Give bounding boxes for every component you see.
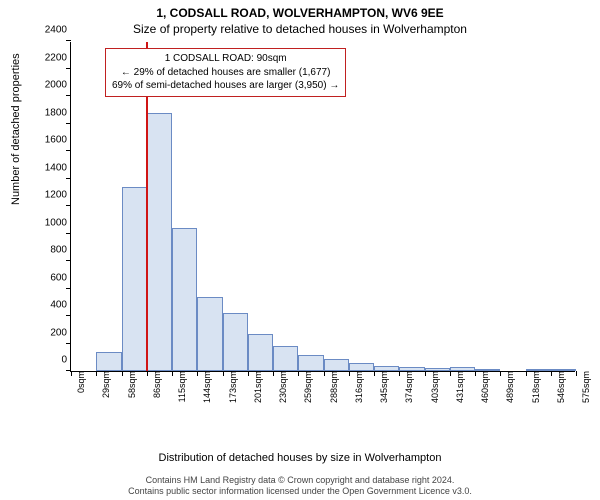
x-tick-mark <box>324 371 325 376</box>
x-tick-mark <box>551 371 552 376</box>
y-tick-mark <box>66 233 71 234</box>
x-tick-mark <box>197 371 198 376</box>
x-tick-label: 0sqm <box>74 371 86 393</box>
x-tick-mark <box>349 371 350 376</box>
chart-title-main: 1, CODSALL ROAD, WOLVERHAMPTON, WV6 9EE <box>0 0 600 20</box>
y-tick-label: 800 <box>29 245 71 256</box>
histogram-bar <box>147 113 172 372</box>
x-tick-mark <box>576 371 577 376</box>
x-tick-label: 230sqm <box>276 371 288 403</box>
x-tick-label: 431sqm <box>453 371 465 403</box>
footer-line: Contains HM Land Registry data © Crown c… <box>0 475 600 487</box>
y-tick-mark <box>66 205 71 206</box>
x-tick-label: 316sqm <box>352 371 364 403</box>
y-axis-label: Number of detached properties <box>10 53 22 205</box>
x-tick-label: 115sqm <box>175 371 187 402</box>
y-tick-mark <box>66 150 71 151</box>
histogram-bar <box>122 187 147 371</box>
x-tick-label: 288sqm <box>327 371 339 403</box>
y-tick-mark <box>66 40 71 41</box>
x-tick-label: 29sqm <box>99 371 111 398</box>
histogram-bar <box>551 369 576 371</box>
y-tick-mark <box>66 123 71 124</box>
x-tick-mark <box>223 371 224 376</box>
footer-line: Contains public sector information licen… <box>0 486 600 498</box>
x-tick-label: 173sqm <box>226 371 238 403</box>
histogram-bar <box>298 355 323 372</box>
plot-area: 0200400600800100012001400160018002000220… <box>70 42 575 372</box>
x-tick-mark <box>526 371 527 376</box>
histogram-bar <box>450 367 475 371</box>
x-tick-mark <box>374 371 375 376</box>
y-tick-label: 0 <box>29 355 71 366</box>
annotation-line: 1 CODSALL ROAD: 90sqm <box>112 52 339 66</box>
annotation-box: 1 CODSALL ROAD: 90sqm ← 29% of detached … <box>105 48 346 97</box>
x-tick-label: 259sqm <box>301 371 313 403</box>
y-tick-label: 400 <box>29 300 71 311</box>
chart-title-sub: Size of property relative to detached ho… <box>0 20 600 36</box>
annotation-line: 69% of semi-detached houses are larger (… <box>112 79 339 93</box>
histogram-bar <box>349 363 374 371</box>
histogram-bar <box>223 313 248 371</box>
x-tick-label: 518sqm <box>529 371 541 403</box>
y-tick-label: 1800 <box>29 107 71 118</box>
x-tick-label: 201sqm <box>251 371 263 403</box>
y-tick-mark <box>66 68 71 69</box>
x-tick-mark <box>273 371 274 376</box>
y-tick-mark <box>66 288 71 289</box>
y-tick-label: 2200 <box>29 52 71 63</box>
y-tick-label: 2400 <box>29 25 71 36</box>
y-tick-label: 1400 <box>29 162 71 173</box>
histogram-bar <box>96 352 121 371</box>
histogram-bar <box>248 334 273 371</box>
x-tick-mark <box>147 371 148 376</box>
histogram-bar <box>374 366 399 372</box>
x-tick-mark <box>450 371 451 376</box>
x-tick-mark <box>500 371 501 376</box>
x-tick-label: 460sqm <box>478 371 490 403</box>
x-tick-label: 144sqm <box>200 371 212 403</box>
x-tick-mark <box>298 371 299 376</box>
x-tick-label: 374sqm <box>402 371 414 403</box>
x-tick-mark <box>96 371 97 376</box>
y-tick-label: 1000 <box>29 217 71 228</box>
x-tick-mark <box>172 371 173 376</box>
histogram-bar <box>475 369 500 371</box>
histogram-bar <box>197 297 222 371</box>
x-tick-label: 489sqm <box>503 371 515 403</box>
y-tick-mark <box>66 260 71 261</box>
x-tick-label: 403sqm <box>428 371 440 403</box>
x-tick-mark <box>399 371 400 376</box>
x-tick-label: 345sqm <box>377 371 389 403</box>
annotation-line: ← 29% of detached houses are smaller (1,… <box>112 66 339 80</box>
y-tick-label: 2000 <box>29 80 71 91</box>
y-tick-mark <box>66 343 71 344</box>
y-tick-label: 1600 <box>29 135 71 146</box>
histogram-bar <box>273 346 298 371</box>
footer-attribution: Contains HM Land Registry data © Crown c… <box>0 475 600 498</box>
x-tick-label: 58sqm <box>125 371 137 398</box>
x-tick-label: 546sqm <box>554 371 566 403</box>
y-tick-mark <box>66 315 71 316</box>
y-tick-mark <box>66 95 71 96</box>
y-tick-label: 1200 <box>29 190 71 201</box>
x-tick-mark <box>71 371 72 376</box>
x-axis-label: Distribution of detached houses by size … <box>0 452 600 464</box>
y-tick-label: 600 <box>29 272 71 283</box>
x-tick-mark <box>425 371 426 376</box>
chart-container: 0200400600800100012001400160018002000220… <box>70 42 575 412</box>
histogram-bar <box>526 369 551 371</box>
histogram-bar <box>324 359 349 371</box>
x-tick-mark <box>122 371 123 376</box>
histogram-bar <box>399 367 424 371</box>
y-tick-mark <box>66 178 71 179</box>
histogram-bar <box>172 228 197 371</box>
x-tick-label: 86sqm <box>150 371 162 398</box>
x-tick-label: 575sqm <box>579 371 591 403</box>
histogram-bar <box>425 368 450 371</box>
y-tick-label: 200 <box>29 327 71 338</box>
x-tick-mark <box>475 371 476 376</box>
x-tick-mark <box>248 371 249 376</box>
